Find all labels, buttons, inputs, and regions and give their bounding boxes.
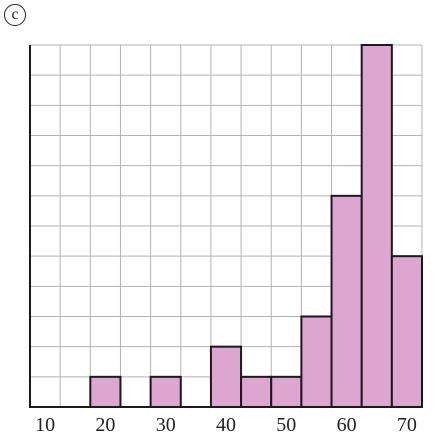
histogram-bar bbox=[240, 375, 273, 409]
x-tick-label: 10 bbox=[35, 414, 55, 436]
histogram-bar bbox=[360, 44, 393, 408]
x-tick-labels: 10 20 30 40 50 60 70 bbox=[35, 414, 417, 436]
x-tick-label: 40 bbox=[216, 414, 236, 436]
histogram-bar bbox=[390, 255, 424, 408]
panel-label: c bbox=[4, 4, 26, 26]
axes bbox=[29, 45, 422, 408]
histogram-bar bbox=[209, 345, 243, 408]
x-tick-label: 50 bbox=[276, 414, 296, 436]
x-tick-label: 30 bbox=[156, 414, 176, 436]
x-tick-label: 20 bbox=[95, 414, 115, 436]
x-tick-label: 60 bbox=[337, 414, 357, 436]
histogram-bar bbox=[270, 375, 303, 409]
histogram-bar bbox=[149, 375, 182, 409]
histogram-bar bbox=[89, 375, 122, 409]
histogram-bars bbox=[89, 44, 424, 409]
histogram-bar bbox=[300, 315, 333, 408]
x-tick-label: 70 bbox=[397, 414, 417, 436]
histogram-bar bbox=[330, 194, 363, 408]
